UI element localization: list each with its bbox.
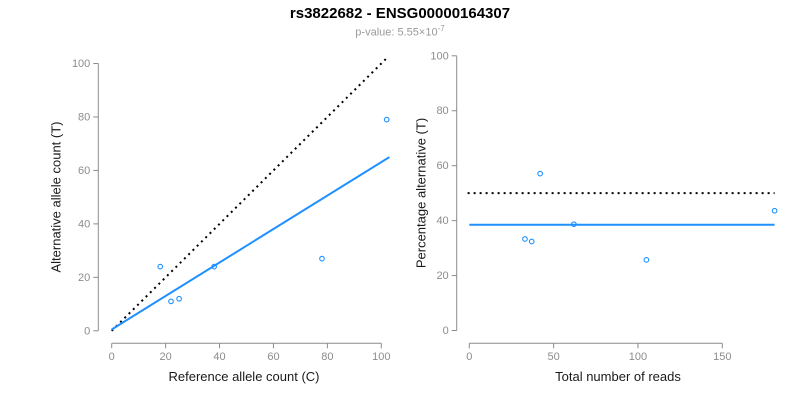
pvalue-subtitle: p-value: 5.55×10-7 bbox=[0, 24, 800, 39]
right-x-tick-label: 100 bbox=[629, 351, 647, 363]
left-y-tick-label: 60 bbox=[78, 165, 90, 177]
left-data-point bbox=[168, 298, 174, 305]
right-y-tick-label: 0 bbox=[443, 325, 449, 337]
right-data-point bbox=[571, 221, 577, 228]
left-plot: 0 20 40 60 80 100 0 20 40 60 80 100 bbox=[72, 56, 390, 363]
left-y-tick-label: 40 bbox=[78, 218, 90, 230]
left-y-tick-label: 100 bbox=[72, 58, 90, 70]
right-y-tick-label: 60 bbox=[436, 160, 448, 172]
pvalue-exponent: -7 bbox=[437, 24, 445, 33]
left-y-tick-label: 20 bbox=[78, 272, 90, 284]
regression-line bbox=[111, 156, 390, 331]
left-data-point bbox=[211, 263, 217, 270]
left-data-point bbox=[383, 116, 390, 123]
left-data-point bbox=[176, 295, 182, 302]
left-x-tick-label: 80 bbox=[321, 351, 333, 363]
right-plot-y-axis-title: Percentage alternative (T) bbox=[413, 117, 429, 269]
page-title: rs3822682 - ENSG00000164307 bbox=[289, 5, 511, 22]
left-x-tick-label: 100 bbox=[372, 351, 390, 363]
right-y-tick-label: 20 bbox=[436, 270, 448, 282]
right-data-point bbox=[522, 236, 528, 242]
left-data-point bbox=[319, 255, 325, 262]
left-x-tick-label: 60 bbox=[267, 351, 279, 363]
identity-line bbox=[110, 56, 389, 332]
right-y-tick-label: 40 bbox=[436, 215, 448, 227]
left-data-point bbox=[157, 263, 164, 270]
pvalue-label: p-value: 5.55×10 bbox=[355, 26, 438, 39]
right-x-tick-label: 0 bbox=[466, 351, 472, 363]
right-plot-x-axis-title: Total number of reads bbox=[555, 369, 681, 384]
left-y-tick-label: 80 bbox=[78, 111, 90, 123]
right-y-tick-label: 80 bbox=[436, 105, 448, 117]
right-y-tick-label: 100 bbox=[430, 50, 448, 62]
left-plot-x-axis-title: Reference allele count (C) bbox=[168, 369, 320, 384]
right-x-tick-label: 150 bbox=[713, 351, 731, 363]
right-data-point bbox=[643, 257, 650, 263]
right-data-point bbox=[771, 207, 778, 214]
right-data-point bbox=[528, 238, 535, 245]
right-data-point bbox=[537, 170, 543, 177]
left-x-tick-label: 20 bbox=[159, 351, 171, 363]
left-x-tick-label: 40 bbox=[213, 351, 225, 363]
left-x-tick-label: 0 bbox=[109, 351, 115, 363]
left-plot-y-axis-title: Alternative allele count (T) bbox=[48, 121, 64, 273]
right-x-tick-label: 50 bbox=[548, 351, 560, 363]
left-y-tick-label: 0 bbox=[84, 325, 90, 337]
right-plot: 0 20 40 60 80 100 0 50 100 150 bbox=[430, 50, 778, 363]
